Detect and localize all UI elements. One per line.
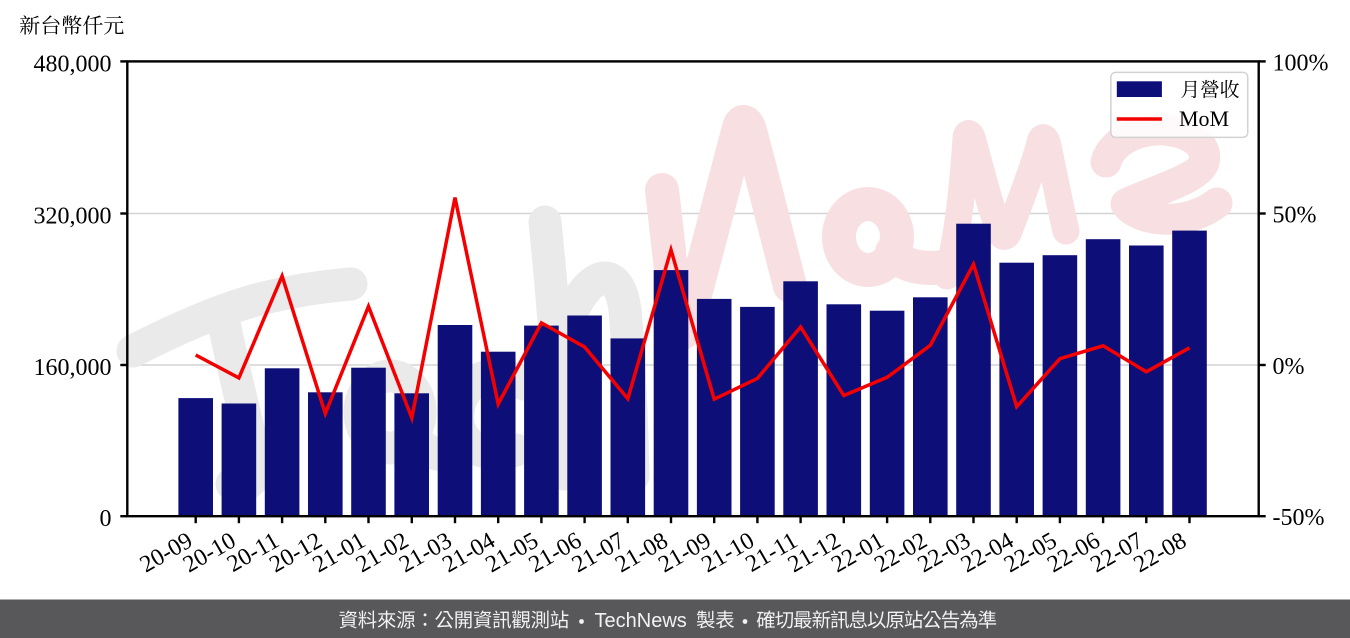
svg-text:160,000: 160,000 xyxy=(34,355,112,381)
svg-text:0%: 0% xyxy=(1273,354,1305,380)
svg-text:TechNews: TechNews xyxy=(595,610,687,632)
svg-text:100%: 100% xyxy=(1273,50,1329,76)
svg-text:-50%: -50% xyxy=(1273,505,1325,531)
svg-text:320,000: 320,000 xyxy=(34,204,112,230)
svg-text:MoM: MoM xyxy=(1179,106,1229,131)
svg-text:0: 0 xyxy=(100,506,112,532)
svg-text:480,000: 480,000 xyxy=(34,51,112,77)
svg-text:50%: 50% xyxy=(1273,203,1317,229)
